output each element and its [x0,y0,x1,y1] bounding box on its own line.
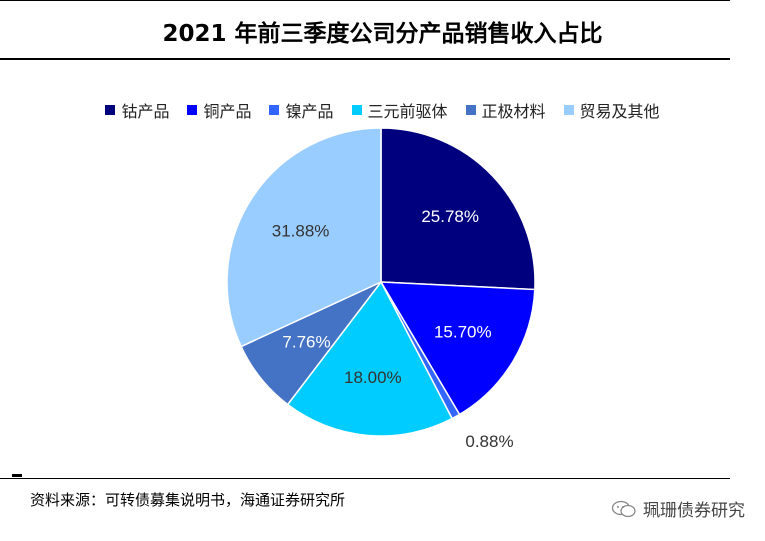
watermark-text: 珮珊债券研究 [643,501,745,521]
footer-tick [12,474,22,477]
legend-label: 贸易及其他 [579,102,660,121]
watermark: 珮珊债券研究 [611,496,745,521]
footer-rule [0,478,730,479]
legend-swatch [351,105,362,115]
legend-label: 钴产品 [121,102,170,121]
legend-swatch [563,105,574,115]
source-note: 资料来源：可转债募集说明书，海通证券研究所 [30,491,346,509]
data-label: 0.88% [465,432,513,451]
pie-slice [379,281,536,416]
data-label: 7.76% [282,333,330,352]
legend-item: 镍产品 [269,98,334,122]
data-label: 15.70% [434,322,492,341]
chart-legend: 钴产品 铜产品 镍产品 三元前驱体 正极材料 贸易及其他 [0,98,765,122]
pie-slice [226,127,382,348]
pie-chart: 25.78% 15.70% 0.88% 18.00% 7.76% 31.88% [226,127,536,451]
title-top-rule [0,0,730,1]
legend-item: 贸易及其他 [563,98,660,122]
legend-label: 三元前驱体 [367,102,448,121]
legend-item: 三元前驱体 [351,98,448,122]
legend-swatch [187,105,198,115]
title-bottom-rule [0,58,730,60]
legend-item: 正极材料 [465,98,546,122]
legend-label: 正极材料 [481,102,546,121]
legend-swatch [465,105,476,115]
legend-label: 铜产品 [203,102,252,121]
legend-swatch [269,105,280,115]
wechat-icon [611,500,636,517]
data-label: 18.00% [344,368,402,387]
data-label: 31.88% [272,222,330,241]
legend-item: 钴产品 [105,98,169,122]
data-label: 25.78% [421,207,479,226]
legend-label: 镍产品 [285,102,334,121]
chart-title: 2021 年前三季度公司分产品销售收入占比 [162,21,603,47]
pie-slice [380,127,536,291]
legend-swatch [105,105,116,115]
pie-slice [286,280,454,437]
legend-item: 铜产品 [187,98,251,122]
